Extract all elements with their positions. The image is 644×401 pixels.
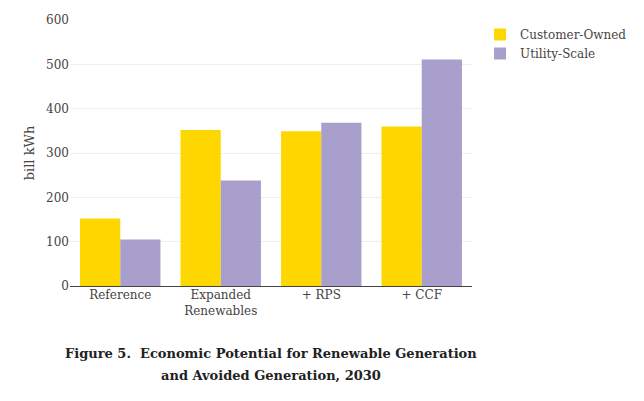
svg-text:Figure 5. Economic Potential: Figure 5. Economic Potential for Renewab… [65,346,477,361]
svg-text:500: 500 [46,58,69,72]
svg-text:+ RPS: + RPS [302,288,341,302]
svg-text:300: 300 [46,146,69,160]
svg-text:bill kWh: bill kWh [22,125,37,180]
svg-text:Utility-Scale: Utility-Scale [520,47,595,61]
svg-text:ExpandedRenewables: ExpandedRenewables [184,288,257,318]
svg-text:200: 200 [46,191,69,205]
svg-text:0: 0 [61,279,69,293]
svg-text:100: 100 [46,235,69,249]
svg-text:Reference: Reference [89,288,151,302]
svg-text:400: 400 [46,102,69,116]
svg-text:+ CCF: + CCF [401,288,442,302]
svg-text:Customer-Owned: Customer-Owned [520,28,626,42]
svg-text:600: 600 [46,13,69,27]
svg-text:and Avoided Generation, 2030: and Avoided Generation, 2030 [161,368,381,383]
